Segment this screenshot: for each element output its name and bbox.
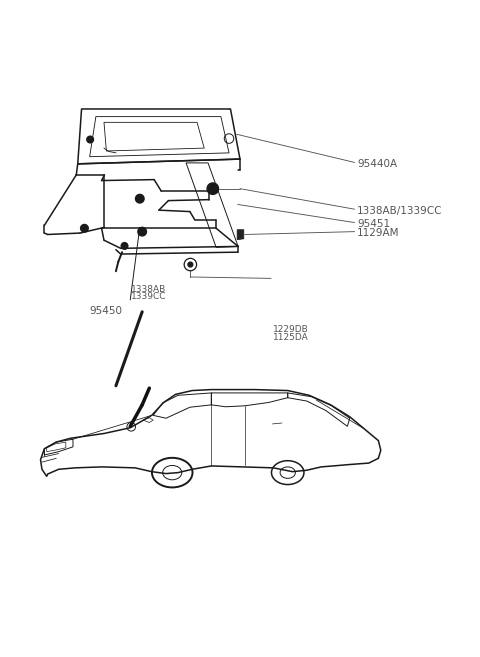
Circle shape [81,225,88,232]
Text: 1125DA: 1125DA [274,332,309,342]
Circle shape [121,242,128,249]
Circle shape [188,262,193,267]
Polygon shape [237,230,244,240]
Circle shape [135,194,144,203]
Text: 95450: 95450 [90,306,123,316]
Text: 1338AB/1339CC: 1338AB/1339CC [357,206,443,215]
Text: 1339CC: 1339CC [131,292,167,301]
Circle shape [87,136,94,143]
Text: 1129AM: 1129AM [357,228,399,238]
Circle shape [138,227,146,236]
Circle shape [207,183,218,194]
Text: 95451: 95451 [357,219,390,229]
Text: 95440A: 95440A [357,159,397,169]
Text: 1229DB: 1229DB [274,325,309,334]
Text: 1338AB: 1338AB [131,285,167,294]
